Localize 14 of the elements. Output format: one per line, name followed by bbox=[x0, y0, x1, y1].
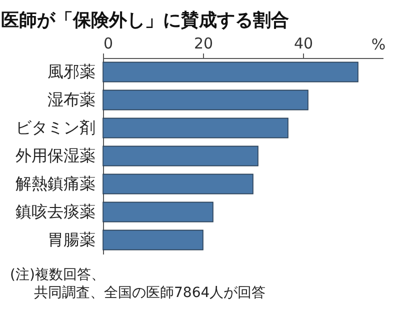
y-tick-label: 解熱鎮痛薬 bbox=[16, 174, 96, 193]
text: (注)複数回答、 bbox=[10, 266, 106, 284]
x-axis-title: % bbox=[371, 36, 386, 54]
x-tick-label: 0 bbox=[104, 34, 114, 52]
y-tick-label: 胃腸薬 bbox=[48, 230, 96, 249]
y-tick-label: 湿布薬 bbox=[48, 90, 96, 109]
y-tick-label: 風邪薬 bbox=[48, 62, 96, 81]
chart-title: 医師が「保険外し」に賛成する割合 bbox=[1, 10, 289, 31]
x-tick-label: 40 bbox=[294, 34, 314, 52]
y-tick-label: 外用保湿薬 bbox=[16, 146, 96, 165]
x-tick-label: 20 bbox=[194, 34, 214, 52]
text: 共同調査、全国の医師7864人が回答 bbox=[34, 284, 267, 302]
y-tick-label: ビタミン剤 bbox=[16, 118, 96, 137]
y-tick-label: 鎮咳去痰薬 bbox=[16, 202, 96, 221]
